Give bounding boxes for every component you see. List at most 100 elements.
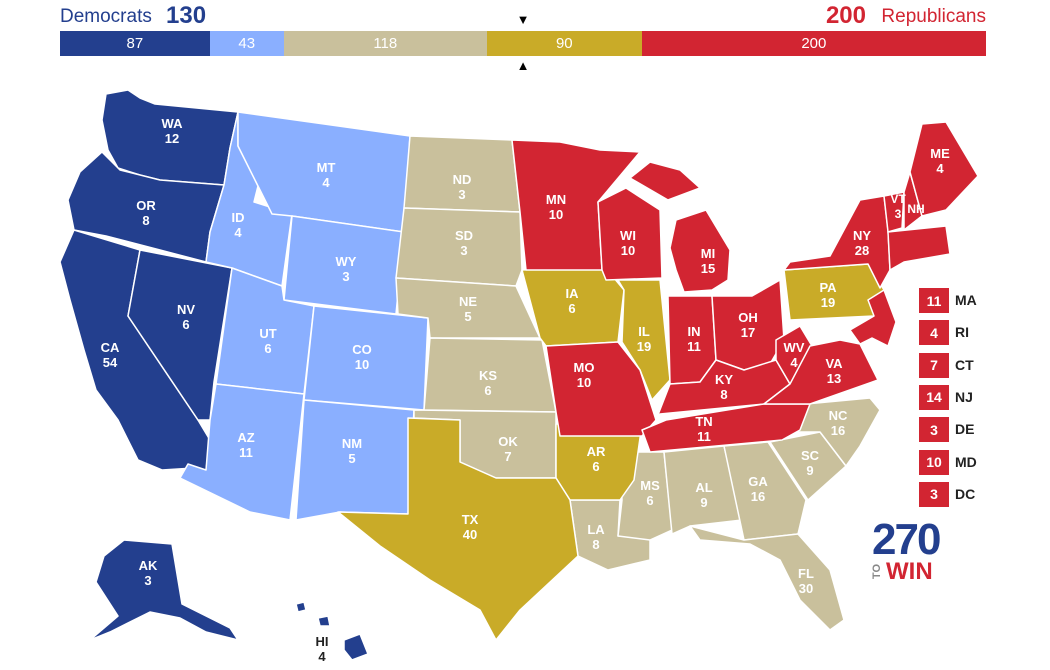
republicans-total: 200 [825, 2, 866, 29]
state-group-mid-atlantic[interactable] [849, 289, 897, 347]
state-ev-la: 8 [592, 537, 599, 552]
state-tx[interactable] [337, 417, 579, 641]
state-label-vt: VT [890, 192, 906, 206]
tally-header: Democrats 130 200 Republicans ▼ 87 43 118 9… [0, 0, 1050, 80]
state-label-wa: WA [162, 116, 184, 131]
tally-segment-safe-dem: 87 [60, 31, 210, 56]
state-label-mi: MI [701, 246, 715, 261]
state-ev-fl: 30 [799, 581, 813, 596]
logo-to: TO [871, 564, 883, 580]
state-label-mn: MN [546, 192, 566, 207]
state-label-il: IL [638, 324, 650, 339]
state-label-id: ID [232, 210, 245, 225]
state-fl[interactable] [689, 525, 845, 631]
state-label-ny: NY [853, 228, 871, 243]
state-ev-mi: 15 [701, 261, 715, 276]
state-ev-ms: 6 [646, 493, 653, 508]
state-label-al: AL [695, 480, 712, 495]
state-ev-wa: 12 [165, 131, 179, 146]
electoral-tally-bar: 87 43 118 90 200 [60, 31, 986, 56]
state-label-co: CO [352, 342, 372, 357]
state-label-tx: TX [462, 512, 479, 527]
state-label-va: VA [825, 356, 843, 371]
state-az[interactable] [179, 383, 305, 521]
democrats-total: 130 [166, 2, 207, 29]
state-label-wy: WY [336, 254, 357, 269]
logo-win: WIN [886, 558, 933, 585]
small-state-name-de: DE [955, 421, 975, 438]
small-state-ev-nj[interactable]: 14 [919, 384, 949, 410]
state-ak[interactable] [89, 539, 239, 641]
state-va[interactable] [763, 339, 879, 405]
state-label-me: ME [930, 146, 950, 161]
small-state-ev-dc[interactable]: 3 [919, 481, 949, 507]
state-label-ut: UT [259, 326, 276, 341]
state-vt[interactable] [883, 191, 905, 233]
tally-segment-likely-dem: 43 [209, 31, 284, 56]
small-state-name-ri: RI [955, 324, 969, 341]
state-ev-mt: 4 [322, 175, 330, 190]
small-state-nj[interactable]: 14 NJ [919, 384, 1009, 410]
state-label-ca: CA [101, 340, 120, 355]
state-label-in: IN [688, 324, 701, 339]
state-la[interactable] [569, 499, 651, 571]
small-state-ev-md[interactable]: 10 [919, 449, 949, 475]
state-ev-ne: 5 [464, 309, 471, 324]
state-label-ia: IA [566, 286, 580, 301]
state-label-la: LA [587, 522, 605, 537]
state-sd[interactable] [395, 207, 523, 287]
majority-marker-down-icon: ▼ [516, 12, 530, 27]
small-state-ma[interactable]: 11 MA [919, 288, 1009, 313]
state-hi[interactable] [295, 601, 369, 661]
state-ev-wv: 4 [790, 355, 798, 370]
state-group-southern-new-england[interactable] [887, 225, 951, 271]
state-ev-nm: 5 [348, 451, 355, 466]
state-ev-wy: 3 [342, 269, 349, 284]
state-ev-ga: 16 [751, 489, 765, 504]
state-ev-ut: 6 [264, 341, 271, 356]
state-il[interactable] [617, 279, 671, 401]
small-state-ct[interactable]: 7 CT [919, 352, 1009, 378]
state-wi[interactable] [597, 187, 663, 281]
small-state-ev-ri[interactable]: 4 [919, 320, 949, 346]
small-state-ev-ma[interactable]: 11 [919, 288, 949, 313]
state-ev-il: 19 [637, 339, 651, 354]
tally-segment-safe-rep: 200 [641, 31, 986, 56]
state-ev-nv: 6 [182, 317, 189, 332]
state-al[interactable] [663, 445, 743, 535]
state-label-ne: NE [459, 294, 477, 309]
state-label-ga: GA [748, 474, 768, 489]
small-state-md[interactable]: 10 MD [919, 449, 1009, 475]
republicans-label: Republicans [881, 6, 986, 27]
state-mi[interactable] [629, 161, 731, 293]
state-label-nd: ND [453, 172, 472, 187]
state-label-ar: AR [587, 444, 606, 459]
state-ev-oh: 17 [741, 325, 755, 340]
state-tn[interactable] [641, 403, 811, 453]
small-state-de[interactable]: 3 DE [919, 417, 1009, 443]
state-label-wi: WI [620, 228, 636, 243]
state-or[interactable] [67, 151, 225, 263]
state-label-hi: HI [316, 634, 329, 649]
small-state-ri[interactable]: 4 RI [919, 320, 1009, 346]
state-ev-ia: 6 [568, 301, 575, 316]
state-label-ms: MS [640, 478, 660, 493]
state-ev-nd: 3 [458, 187, 465, 202]
small-state-name-md: MD [955, 453, 977, 470]
state-me[interactable] [909, 121, 979, 217]
state-ev-mo: 10 [577, 375, 591, 390]
small-state-ev-de[interactable]: 3 [919, 417, 949, 443]
small-state-dc[interactable]: 3 DC [919, 481, 1009, 507]
state-label-nm: NM [342, 436, 362, 451]
tally-segment-tossup: 118 [283, 31, 487, 56]
state-label-sd: SD [455, 228, 473, 243]
state-label-nh: NH [907, 202, 924, 216]
small-state-ev-ct[interactable]: 7 [919, 352, 949, 378]
state-ev-ok: 7 [504, 449, 511, 464]
state-label-mo: MO [574, 360, 595, 375]
state-ev-va: 13 [827, 371, 841, 386]
state-ev-co: 10 [355, 357, 369, 372]
state-ev-pa: 19 [821, 295, 835, 310]
state-ev-wi: 10 [621, 243, 635, 258]
